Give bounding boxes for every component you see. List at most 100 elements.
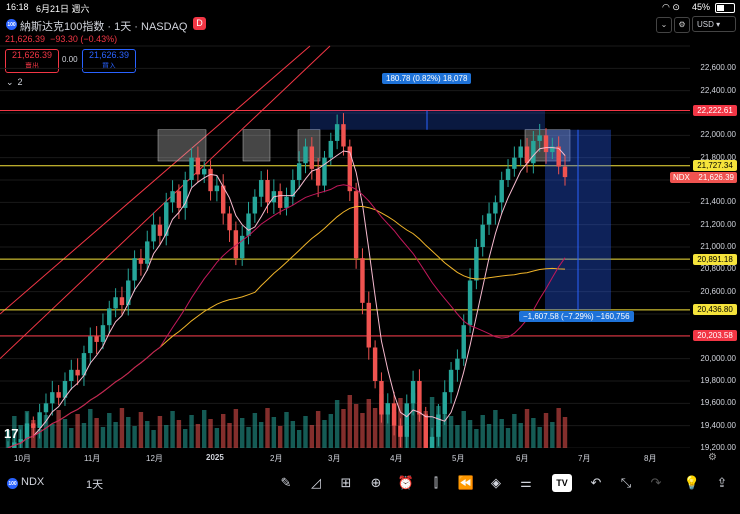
candle — [366, 291, 371, 360]
time-axis-label: 5月 — [452, 454, 465, 463]
candle-body — [265, 180, 270, 203]
candle-body — [258, 180, 264, 197]
volume-bar — [512, 414, 517, 448]
chart-type-icon[interactable]: ◿ — [311, 475, 321, 490]
volume-bar — [75, 414, 80, 448]
candle — [334, 114, 340, 150]
price-axis-label: 21,000.00 — [700, 242, 736, 251]
candle — [556, 136, 561, 175]
candle — [214, 175, 220, 202]
volume-bar — [138, 412, 144, 448]
candle-body — [290, 180, 296, 197]
volume-bar — [385, 403, 390, 448]
redo-icon[interactable]: ↷ — [650, 475, 662, 490]
candle-body — [512, 157, 517, 169]
alarm-icon[interactable]: ⏰ — [397, 475, 415, 490]
chart-drawings — [0, 45, 690, 360]
tv-icon[interactable]: TV — [552, 474, 572, 492]
candle-body — [164, 202, 169, 236]
chart-title[interactable]: 納斯达克100指数 · 1天 · NASDAQ — [20, 21, 188, 33]
price-axis-label: 22,400.00 — [700, 85, 736, 95]
candle — [347, 139, 353, 201]
candle-body — [442, 392, 447, 415]
volume-bar — [113, 422, 118, 448]
time-axis-label: 3月 — [328, 454, 341, 463]
volume-bar — [499, 419, 504, 448]
volume-bar — [410, 393, 416, 448]
candle-body — [303, 146, 308, 164]
volume-bar — [360, 413, 365, 448]
chevron-down-icon[interactable]: ⌄ — [656, 17, 672, 33]
candle-body — [379, 381, 384, 415]
candle-body — [100, 325, 106, 342]
volume-bar — [550, 422, 555, 448]
volume-bar — [448, 416, 454, 448]
volume-bar — [277, 426, 283, 448]
layers-icon[interactable]: ◈ — [491, 475, 501, 490]
replay-icon[interactable]: ⏪ — [457, 475, 475, 490]
price-chart[interactable] — [0, 36, 690, 448]
candle-body — [126, 280, 131, 306]
candle — [164, 192, 169, 246]
candle — [113, 288, 118, 318]
fullscreen-icon[interactable]: ⤡ — [620, 475, 632, 490]
candle — [43, 393, 49, 424]
time-axis-label: 8月 — [644, 454, 657, 463]
add-icon[interactable]: ⊕ — [370, 475, 382, 490]
battery-icon — [715, 3, 735, 13]
candle-body — [531, 140, 536, 164]
sliders-icon[interactable]: ⚌ — [520, 475, 532, 490]
time-axis-label: 2025 — [206, 453, 224, 462]
sell-button[interactable]: 21,626.39 賣出 — [5, 49, 59, 73]
indicator-toggle[interactable]: ⌄ 2 — [6, 77, 23, 87]
lightbulb-icon[interactable]: 💡 — [683, 475, 701, 490]
candle-body — [233, 230, 239, 259]
candle-body — [56, 392, 61, 398]
candle — [410, 370, 416, 416]
volume-bar — [202, 410, 207, 448]
volume-bar — [227, 423, 232, 448]
volume-bar — [486, 424, 492, 448]
measure-up-label: 180.78 (0.82%) 18,078 — [382, 73, 472, 84]
axis-settings-icon[interactable]: ⚙ — [708, 452, 717, 463]
candle-body — [398, 425, 403, 437]
volume-bar — [284, 412, 289, 448]
candle — [233, 221, 239, 266]
undo-icon[interactable]: ↶ — [590, 475, 602, 490]
volume-bar — [543, 413, 549, 448]
candle — [436, 404, 441, 447]
volume-bar — [56, 410, 61, 448]
candle — [18, 429, 23, 448]
volume-bar — [246, 427, 251, 448]
timeframe-selector[interactable]: 1天 — [86, 479, 104, 491]
data-source-badge[interactable]: D — [193, 17, 206, 30]
candles-icon[interactable]: ⫿ — [433, 475, 439, 490]
price-axis-label: 20,000.00 — [700, 353, 736, 363]
buy-button[interactable]: 21,626.39 買入 — [82, 49, 136, 73]
candle — [341, 113, 346, 156]
volume-bar — [372, 408, 378, 448]
volume-bar — [100, 427, 106, 448]
grid-icon[interactable]: ⊞ — [340, 475, 352, 490]
candle — [126, 268, 131, 316]
candle-body — [37, 412, 42, 428]
candle-body — [309, 146, 315, 169]
pencil-icon[interactable]: ✎ — [280, 475, 292, 490]
symbol-selector[interactable]: NDX — [21, 476, 45, 488]
volume-bar — [119, 408, 125, 448]
settings-icon[interactable]: ⚙ — [674, 17, 690, 33]
candle-body — [366, 302, 371, 348]
share-icon[interactable]: ⇪ — [716, 475, 728, 490]
volume-bar — [562, 417, 568, 448]
volume-bar — [296, 430, 302, 448]
highlight-box — [297, 129, 321, 162]
candle — [505, 159, 511, 188]
candle — [284, 187, 289, 216]
candle — [202, 161, 207, 184]
candle-body — [385, 403, 390, 415]
price-change: 21,626.39 −93.30 (−0.43%) — [5, 34, 118, 44]
currency-select[interactable]: USD ▾ — [692, 16, 736, 32]
candle-body — [31, 423, 36, 428]
candle-body — [372, 347, 378, 381]
candle-body — [50, 392, 55, 404]
